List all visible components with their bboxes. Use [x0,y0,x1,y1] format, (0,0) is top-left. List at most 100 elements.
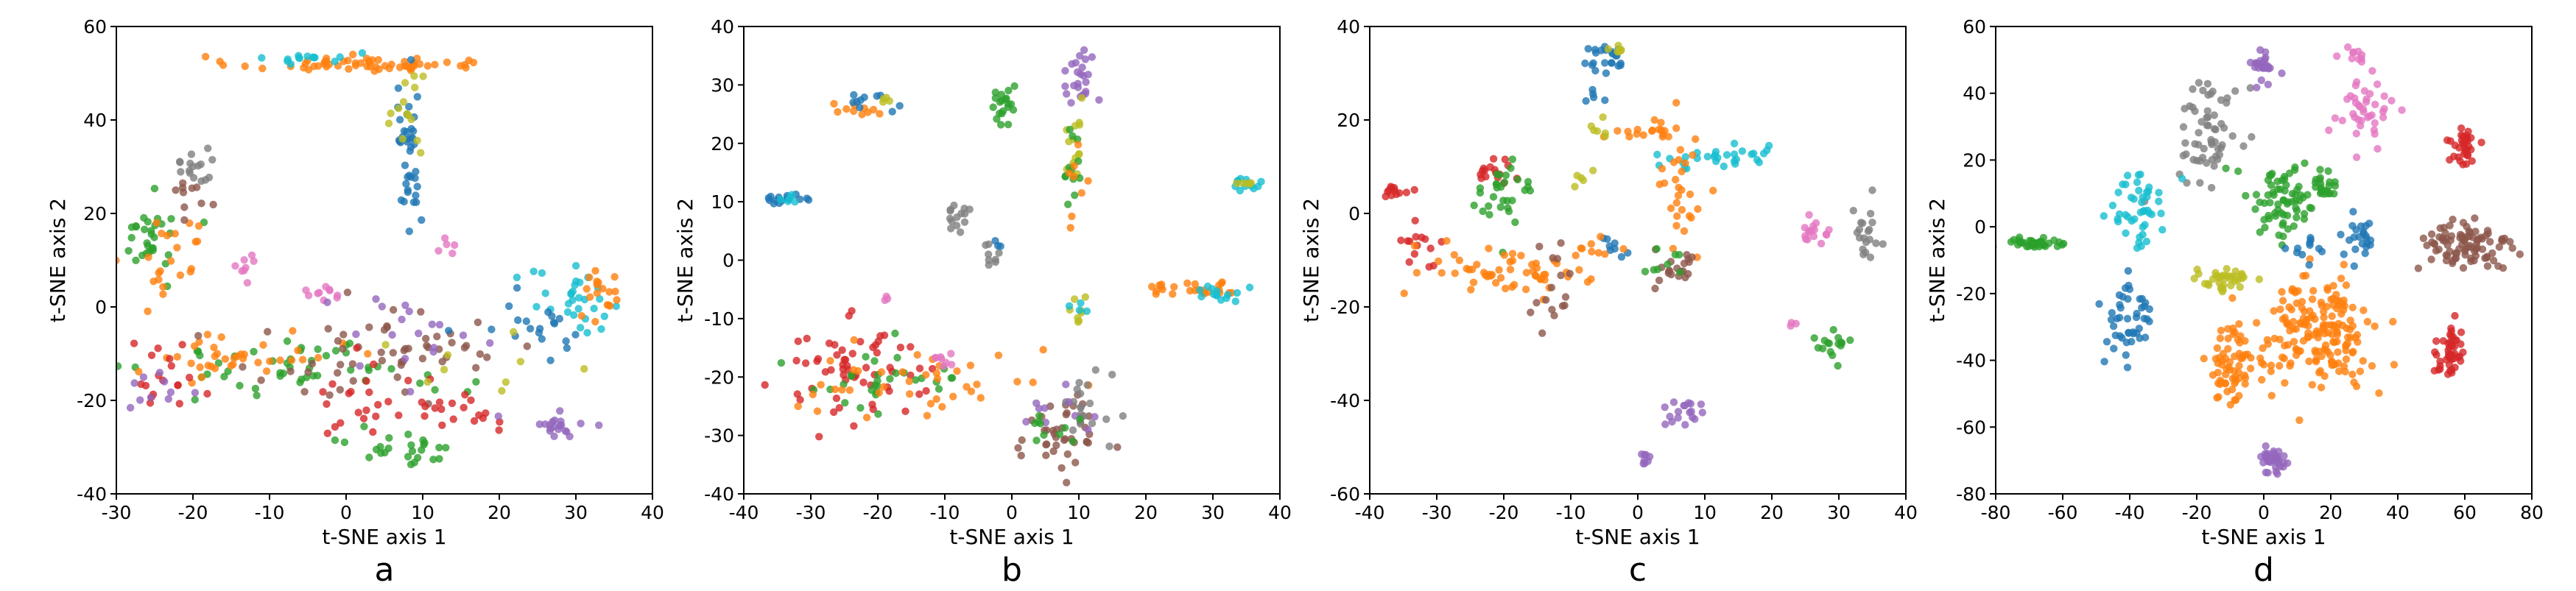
scatter-point [1443,237,1451,245]
scatter-point [2139,208,2147,216]
scatter-point [1480,166,1489,174]
scatter-point [2109,322,2118,330]
scatter-point [2122,339,2130,347]
scatter-point [1197,292,1206,301]
scatter-point [2240,371,2249,380]
scatter-point [2344,43,2352,52]
scatter-point [1075,378,1083,387]
scatter-point [197,199,205,208]
scatter-point [850,422,858,430]
scatter-point [429,344,438,352]
scatter-point [2272,463,2280,472]
scatter-point [1084,425,1092,433]
scatter-point [323,298,331,306]
scatter-point [854,367,862,375]
scatter-point [2147,210,2156,219]
scatter-point [369,428,377,436]
scatter-point [431,386,439,394]
scatter-point [334,369,342,377]
scatter-point [375,65,383,74]
scatter-point [1108,370,1116,379]
scatter-point [167,215,175,223]
scatter-cluster [1527,239,1574,337]
scatter-point [1550,311,1558,319]
scatter-point [1604,45,1612,53]
scatter-point [340,438,349,447]
scatter-point [1435,257,1443,266]
scatter-point [2337,230,2345,238]
scatter-point [1653,265,1661,274]
scatter-point [848,350,857,358]
scatter-point [529,267,538,275]
scatter-point [314,345,322,353]
scatter-point [2125,285,2134,294]
scatter-point [300,388,309,396]
scatter-point [2267,392,2276,400]
scatter-point [2217,144,2225,152]
x-axis-label: t-SNE axis 1 [1575,525,1700,549]
scatter-point [1113,443,1122,451]
scatter-point [191,395,199,404]
scatter-point [250,347,258,355]
scatter-point [407,116,415,124]
scatter-point [1655,125,1663,134]
scatter-point [2132,313,2141,322]
scatter-point [356,362,364,370]
scatter-point [2307,204,2316,213]
scatter-cluster [1196,282,1254,305]
scatter-point [2189,103,2197,112]
scatter-point [1517,252,1525,260]
scatter-point [2053,242,2061,250]
scatter-point [1588,247,1596,256]
scatter-point [1661,420,1669,428]
scatter-point [1083,438,1091,446]
scatter-point [2200,355,2208,363]
scatter-point [250,257,258,265]
scatter-point [2482,232,2490,240]
scatter-cluster [777,329,957,418]
scatter-point [862,353,870,361]
scatter-point [2229,324,2237,333]
scatter-point [2129,328,2137,336]
scatter-point [1170,283,1178,291]
scatter-point [1055,430,1064,439]
x-tick-label: -40 [2115,502,2145,523]
scatter-point [940,362,948,370]
scatter-point [398,135,407,143]
scatter-point [612,302,620,311]
scatter-point [850,336,859,344]
scatter-point [2219,272,2227,280]
scatter-point [2275,231,2283,239]
scatter-point [2300,215,2309,223]
scatter-point [1196,286,1204,294]
scatter-point [1872,239,1880,247]
scatter-point [1504,204,1512,212]
scatter-point [2050,236,2058,244]
scatter-point [372,412,380,420]
scatter-point [2262,48,2270,57]
scatter-point [2225,272,2233,280]
scatter-point [1823,230,1831,239]
scatter-point [950,201,958,210]
scatter-point [1866,253,1875,261]
scatter-point [1513,175,1522,184]
scatter-point [443,58,451,66]
scatter-point [793,390,802,398]
scatter-point [2334,359,2343,367]
scatter-point [179,179,187,187]
scatter-point [175,400,183,408]
scatter-point [2196,179,2204,187]
scatter-point [2436,224,2444,233]
scatter-point [1692,135,1700,144]
scatter-point [1065,302,1074,310]
scatter-point [201,176,210,184]
scatter-point [1521,286,1530,294]
scatter-point [237,350,245,358]
scatter-point [2122,180,2130,188]
scatter-point [460,344,469,352]
scatter-point [556,407,564,415]
scatter-point [2427,255,2435,263]
scatter-point [308,360,317,368]
scatter-point [2305,357,2313,366]
scatter-point [405,307,413,316]
